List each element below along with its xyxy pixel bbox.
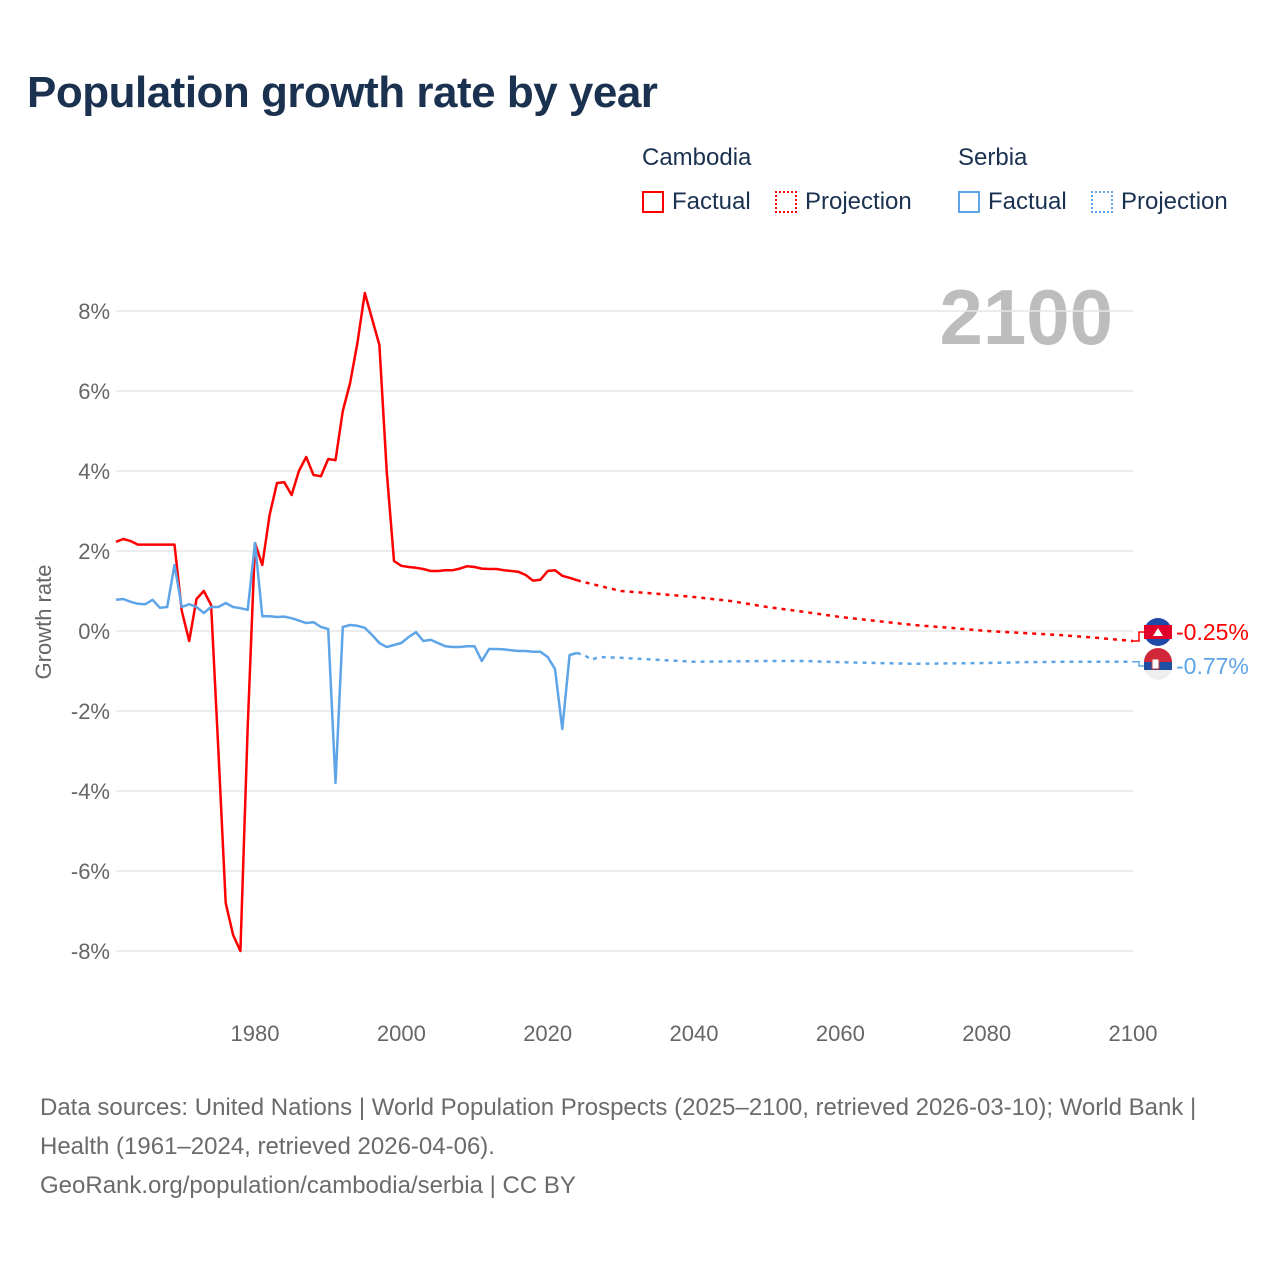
y-tick-label: -8% [71, 939, 110, 964]
serbia-flag-red [1144, 648, 1172, 662]
dotted-swatch-icon [1091, 191, 1113, 213]
x-tick-label: 2040 [670, 1021, 719, 1046]
legend-label: Factual [988, 188, 1067, 215]
legend-label: Factual [672, 188, 751, 215]
end-connector [1133, 631, 1144, 642]
dotted-swatch-icon [775, 191, 797, 213]
legend-cambodia-name: Cambodia [642, 144, 752, 171]
y-tick-label: 6% [78, 379, 110, 404]
serbia-coat-icon [1151, 658, 1160, 670]
series-line-cambodia-factual [115, 291, 578, 953]
legend-serbia-projection[interactable]: Projection [1091, 188, 1228, 216]
legend-serbia: Serbia Factual Projection [958, 144, 1228, 215]
attribution-link[interactable]: GeoRank.org/population/cambodia/serbia |… [40, 1172, 576, 1199]
x-tick-label: 2080 [962, 1021, 1011, 1046]
series-line-serbia-projection [576, 651, 1133, 666]
legend-label: Projection [805, 188, 912, 215]
series-line-cambodia-projection [576, 578, 1134, 643]
legend-cambodia-factual[interactable]: Factual [642, 188, 751, 216]
angkor-icon [1153, 628, 1163, 636]
y-tick-label: 2% [78, 539, 110, 564]
solid-swatch-icon [958, 191, 980, 213]
x-tick-label: 2000 [377, 1021, 426, 1046]
y-axis-label: Growth rate [31, 565, 56, 680]
y-tick-label: 8% [78, 299, 110, 324]
y-tick-label: -6% [71, 859, 110, 884]
current-year-label: 2100 [939, 273, 1113, 361]
end-value-label-cambodia: -0.25% [1176, 619, 1249, 645]
y-tick-label: -2% [71, 699, 110, 724]
legend-serbia-name: Serbia [958, 144, 1028, 171]
end-value-label-serbia: -0.77% [1176, 653, 1249, 679]
x-tick-label: 1980 [231, 1021, 280, 1046]
solid-swatch-icon [642, 191, 664, 213]
legend-label: Projection [1121, 188, 1228, 215]
x-tick-label: 2060 [816, 1021, 865, 1046]
data-sources: Data sources: United Nations | World Pop… [40, 1094, 1197, 1160]
y-tick-label: 4% [78, 459, 110, 484]
y-tick-label: 0% [78, 619, 110, 644]
footer: Data sources: United Nations | World Pop… [40, 1088, 1240, 1205]
x-tick-label: 2100 [1109, 1021, 1158, 1046]
legend-serbia-factual[interactable]: Factual [958, 188, 1067, 216]
y-tick-label: -4% [71, 779, 110, 804]
end-connector [1133, 661, 1144, 667]
chart-title: Population growth rate by year [27, 68, 658, 117]
legend-cambodia-projection[interactable]: Projection [775, 188, 912, 216]
series-line-serbia-factual [115, 541, 578, 785]
x-tick-label: 2020 [523, 1021, 572, 1046]
legend-cambodia: Cambodia Factual Projection [642, 144, 912, 215]
